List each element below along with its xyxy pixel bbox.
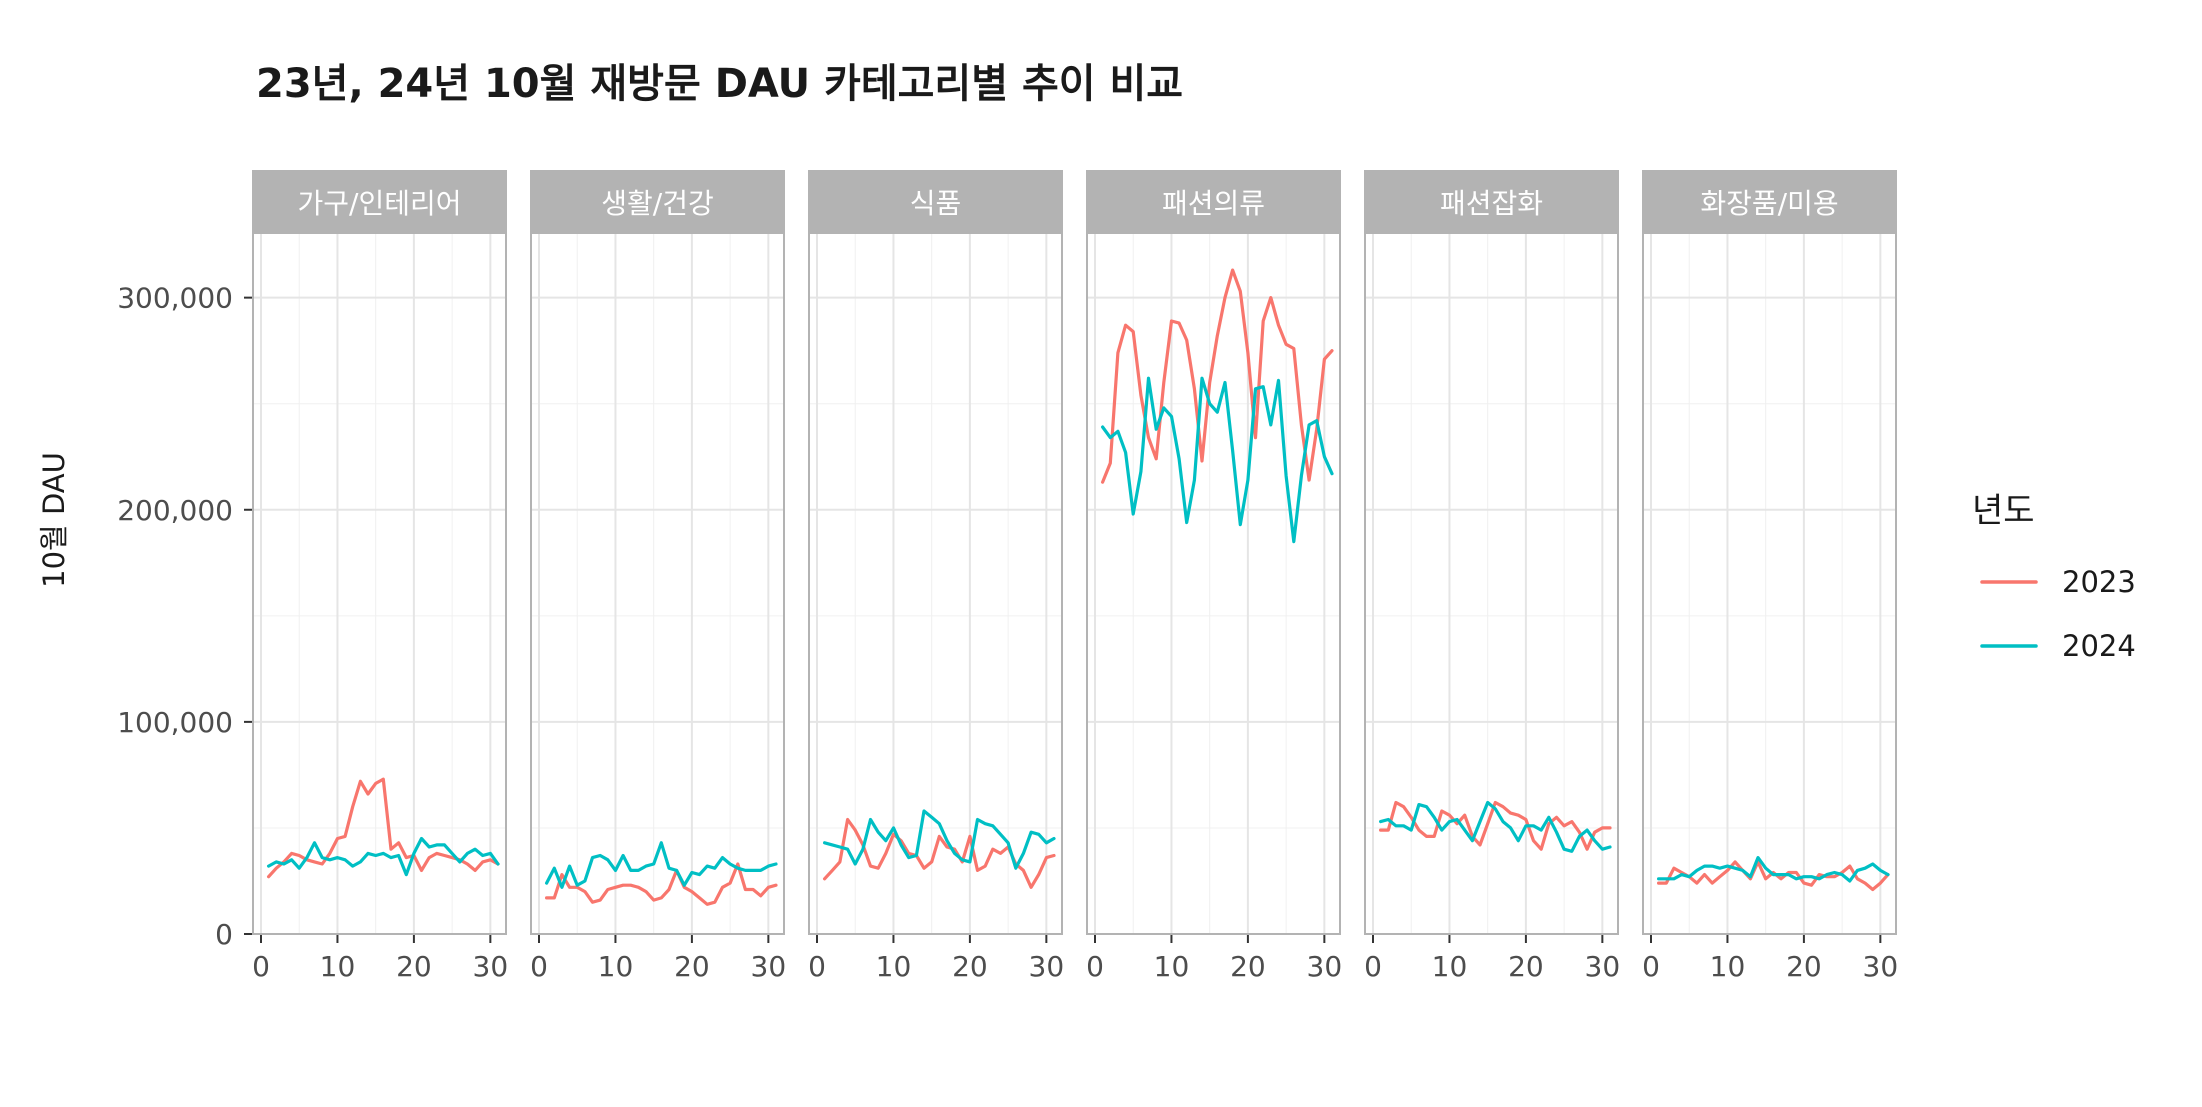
y-tick-label: 100,000 [117, 706, 233, 739]
panel-background [253, 234, 506, 934]
x-tick-label: 20 [396, 950, 432, 983]
facet-panel: 생활/건강 0 10 20 30 [530, 170, 787, 983]
x-tick-label: 10 [320, 950, 356, 983]
facet-panel: 식품 0 10 20 30 [808, 170, 1065, 983]
facet-strip [1365, 171, 1618, 234]
y-tick-label: 300,000 [117, 282, 233, 315]
series-line-2024 [822, 809, 1056, 870]
panel-border [1364, 170, 1619, 935]
x-tick-label: 0 [252, 950, 270, 983]
facet-strip-label: 화장품/미용 [1700, 187, 1838, 220]
x-tick-label: 10 [598, 950, 634, 983]
facet-panel: 패션잡화 0 10 20 30 [1364, 170, 1621, 983]
facet-strip-label: 패션잡화 [1440, 187, 1543, 220]
x-tick-label: 20 [1786, 950, 1822, 983]
facet-strip [253, 171, 506, 234]
chart-title: 23년, 24년 10월 재방문 DAU 카테고리별 추이 비교 [256, 61, 1183, 107]
x-tick-label: 30 [473, 950, 509, 983]
x-tick-label: 30 [1307, 950, 1343, 983]
x-tick-label: 30 [1029, 950, 1065, 983]
series-line-2023 [1100, 268, 1334, 484]
facet-strip [1643, 171, 1896, 234]
series-line-2024 [544, 841, 778, 889]
facet-strip [531, 171, 784, 234]
x-tick-label: 30 [751, 950, 787, 983]
facet-panel: 패션의류 0 10 20 30 [1086, 170, 1343, 983]
x-tick-label: 0 [1086, 950, 1104, 983]
series-line-2024 [1100, 376, 1334, 544]
panel-background [1365, 234, 1618, 934]
series-line-2024 [267, 836, 500, 877]
panel-border [252, 170, 507, 935]
facet-strip-label: 가구/인테리어 [298, 187, 462, 220]
series-line-2024 [1378, 800, 1612, 853]
series-line-2024 [1656, 855, 1890, 883]
x-tick-label: 0 [530, 950, 548, 983]
x-tick-label: 20 [1230, 950, 1266, 983]
legend-label: 2023 [2062, 565, 2136, 599]
x-tick-label: 10 [1710, 950, 1746, 983]
x-tick-label: 0 [808, 950, 826, 983]
series-line-2023 [544, 862, 778, 906]
legend-title: 년도 [1972, 491, 2035, 531]
y-tick-label: 200,000 [117, 494, 233, 527]
legend-label: 2024 [2062, 629, 2136, 663]
series-line-2023 [1378, 800, 1612, 851]
series-line-2023 [1656, 860, 1890, 892]
x-tick-label: 20 [1508, 950, 1544, 983]
facet-strip-label: 식품 [910, 187, 962, 220]
facet-panel: 가구/인테리어 0 10 20 30 [252, 170, 509, 983]
x-tick-label: 30 [1585, 950, 1621, 983]
x-tick-label: 10 [876, 950, 912, 983]
facet-strip-label: 패션의류 [1162, 187, 1265, 220]
x-tick-label: 0 [1364, 950, 1382, 983]
panel-border [808, 170, 1063, 935]
panel-border [1086, 170, 1341, 935]
facet-strip-label: 생활/건강 [601, 187, 713, 220]
x-tick-label: 10 [1154, 950, 1190, 983]
panel-background [531, 234, 784, 934]
facet-panel: 화장품/미용 0 10 20 30 [1642, 170, 1899, 983]
y-axis-label: 10월 DAU [37, 452, 71, 588]
panel-background [1087, 234, 1340, 934]
x-tick-label: 20 [952, 950, 988, 983]
panel-border [530, 170, 785, 935]
x-tick-label: 10 [1432, 950, 1468, 983]
legend: 년도 2023 2024 [1972, 491, 2136, 663]
x-tick-label: 20 [674, 950, 710, 983]
facet-strip [809, 171, 1062, 234]
x-tick-label: 30 [1863, 950, 1899, 983]
panel-background [809, 234, 1062, 934]
panel-background [1643, 234, 1896, 934]
facet-strip [1087, 171, 1340, 234]
y-tick-label: 0 [215, 918, 233, 951]
x-tick-label: 0 [1642, 950, 1660, 983]
panel-border [1642, 170, 1897, 935]
